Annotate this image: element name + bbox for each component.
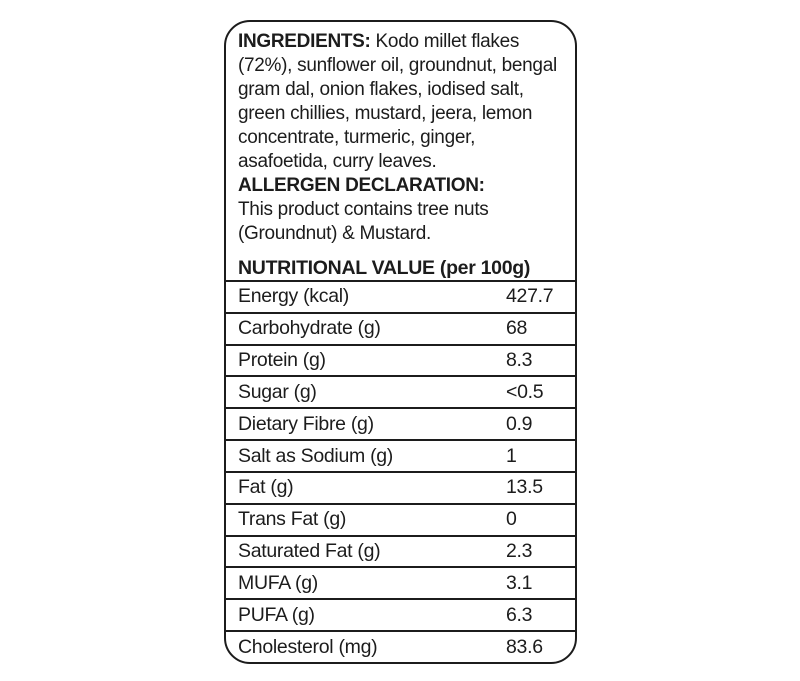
nutrient-value: 427.7: [506, 285, 554, 308]
ingredients-paragraph: INGREDIENTS: Kodo millet flakes (72%), s…: [238, 30, 563, 174]
nutrient-value: 0: [506, 508, 517, 531]
nutrient-value: 68: [506, 317, 528, 340]
allergen-text: This product contains tree nuts (Groundn…: [238, 199, 489, 244]
nutrient-name: MUFA (g): [238, 571, 318, 594]
nutrient-name: Protein (g): [238, 349, 326, 372]
label-text-block: INGREDIENTS: Kodo millet flakes (72%), s…: [226, 22, 575, 280]
nutrient-name: Dietary Fibre (g): [238, 412, 374, 435]
nutrient-value: 1: [506, 444, 517, 467]
allergen-heading: ALLERGEN DECLARATION:: [238, 175, 485, 196]
nutritional-value-heading: NUTRITIONAL VALUE (per 100g): [238, 257, 531, 279]
table-row: Saturated Fat (g) 2.3: [226, 534, 575, 567]
table-row: Protein (g) 8.3: [226, 343, 575, 376]
nutrient-name: Cholesterol (mg): [238, 635, 378, 658]
ingredients-text: Kodo millet flakes (72%), sunflower oil,…: [238, 31, 557, 172]
table-row: MUFA (g) 3.1: [226, 566, 575, 598]
nutrient-value: 0.9: [506, 412, 533, 435]
table-row: Salt as Sodium (g) 1: [226, 439, 575, 471]
nutrient-name: Fat (g): [238, 476, 294, 499]
nutrient-name: PUFA (g): [238, 603, 315, 626]
nutrient-name: Carbohydrate (g): [238, 317, 381, 340]
table-row: Fat (g) 13.5: [226, 470, 575, 503]
nutrient-value: 8.3: [506, 349, 533, 372]
table-row: Energy (kcal) 427.7: [226, 280, 575, 312]
nutrient-value: 83.6: [506, 635, 543, 658]
table-row: Dietary Fibre (g) 0.9: [226, 407, 575, 439]
table-row: PUFA (g) 6.3: [226, 598, 575, 630]
ingredients-heading: INGREDIENTS:: [238, 31, 371, 52]
table-row: Cholesterol (mg) 83.6: [226, 630, 575, 662]
table-row: Sugar (g) <0.5: [226, 375, 575, 407]
nutrition-label-panel: INGREDIENTS: Kodo millet flakes (72%), s…: [224, 20, 577, 664]
nutrient-name: Sugar (g): [238, 380, 317, 403]
nutrient-value: 13.5: [506, 476, 543, 499]
nutrient-value: 2.3: [506, 540, 533, 563]
nutrient-value: 6.3: [506, 603, 533, 626]
nutrient-value: 3.1: [506, 571, 533, 594]
table-row: Trans Fat (g) 0: [226, 502, 575, 535]
table-row: Carbohydrate (g) 68: [226, 311, 575, 344]
nutrition-table: Energy (kcal) 427.7 Carbohydrate (g) 68 …: [226, 280, 575, 662]
nutrient-name: Saturated Fat (g): [238, 540, 381, 563]
nutrient-name: Trans Fat (g): [238, 508, 347, 531]
nutrient-value: <0.5: [506, 380, 544, 403]
nutrient-name: Energy (kcal): [238, 285, 349, 308]
nutrient-name: Salt as Sodium (g): [238, 444, 393, 467]
